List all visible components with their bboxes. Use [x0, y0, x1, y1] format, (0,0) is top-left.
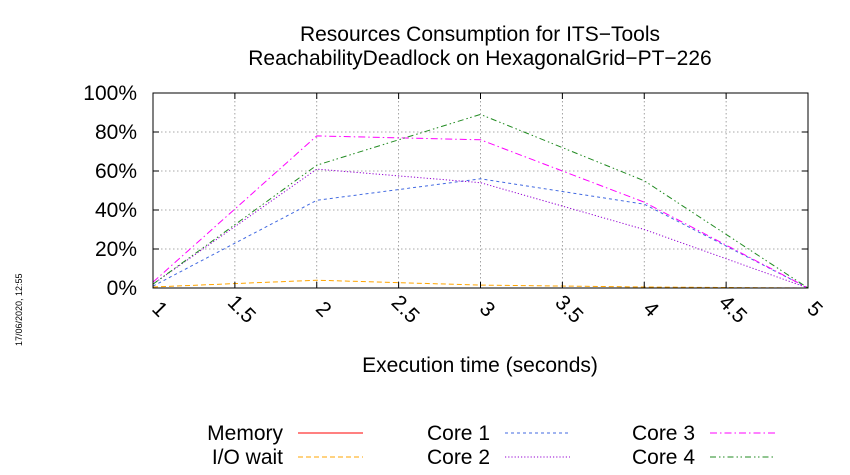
- x-tick-label: 1.5: [223, 291, 260, 328]
- series-line-i-o-wait: [152, 279, 809, 289]
- y-axis-ticks: 0% 20% 40% 60% 80% 100%: [83, 82, 808, 300]
- y-tick-label: 60%: [95, 160, 137, 183]
- y-tick-label: 20%: [95, 238, 137, 261]
- y-tick-label: 0%: [107, 277, 137, 300]
- x-tick-label: 5: [802, 297, 827, 322]
- x-axis-label: Execution time (seconds): [362, 354, 598, 377]
- chart-title-line-1: Resources Consumption for ITS−Tools: [300, 23, 660, 46]
- y-tick-label: 80%: [95, 121, 137, 144]
- y-tick-label: 40%: [95, 199, 137, 222]
- y-tick-label: 100%: [83, 82, 137, 105]
- series-line-core-2: [152, 168, 809, 289]
- legend-label-core-4: Core 4: [632, 446, 695, 469]
- x-tick-label: 3.5: [551, 291, 588, 328]
- x-tick-label: 2: [311, 297, 336, 322]
- x-tick-label: 1: [147, 297, 172, 322]
- x-tick-label: 3: [475, 297, 500, 322]
- x-tick-label: 2.5: [387, 291, 424, 328]
- legend-label-core-1: Core 1: [427, 422, 490, 445]
- legend-label-memory: Memory: [207, 422, 283, 445]
- series-line-core-3: [152, 135, 809, 289]
- x-axis-ticks: 1 1.5 2 2.5 3 3.5 4 4.5 5: [147, 93, 827, 328]
- chart-title-line-2: ReachabilityDeadlock on HexagonalGrid−PT…: [248, 47, 711, 70]
- chart-title: Resources Consumption for ITS−Tools Reac…: [248, 23, 711, 70]
- series-line-core-4: [152, 113, 809, 289]
- legend-label-i-o-wait: I/O wait: [212, 446, 283, 469]
- x-tick-label: 4.5: [714, 291, 751, 328]
- series-line-core-1: [152, 178, 809, 289]
- legend-label-core-2: Core 2: [427, 446, 490, 469]
- legend-label-core-3: Core 3: [632, 422, 695, 445]
- x-tick-label: 4: [639, 297, 664, 322]
- timestamp: 17/06/2020, 12:55: [14, 273, 24, 346]
- grid-lines: [153, 93, 808, 288]
